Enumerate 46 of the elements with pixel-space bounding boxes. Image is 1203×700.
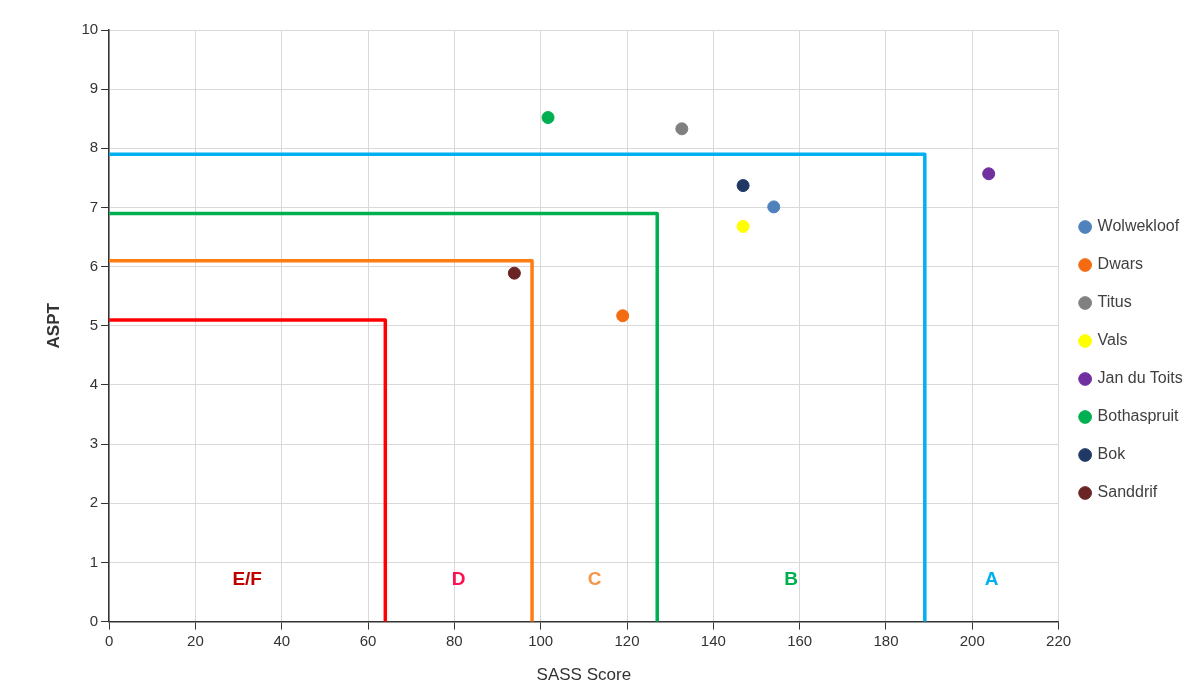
point: [507, 266, 521, 280]
x-axis-title: SASS Score: [536, 665, 632, 685]
y-tick-label: 5: [89, 315, 99, 333]
y-tick-label: 7: [89, 197, 99, 215]
y-axis-title: ASPT: [43, 302, 63, 349]
point: [982, 167, 996, 181]
y-tick-label: 10: [81, 20, 99, 38]
point: [736, 179, 750, 193]
legend-label: Bok: [1097, 445, 1127, 463]
x-tick-label: 20: [187, 631, 204, 649]
x-tick-label: 60: [359, 631, 377, 649]
y-tick-label: 4: [89, 375, 99, 393]
point: [675, 122, 689, 136]
y-tick-label: 9: [89, 79, 99, 97]
point: [736, 219, 750, 233]
x-tick-label: 40: [273, 631, 291, 649]
y-tick-label: 3: [89, 434, 99, 452]
annotation: D: [451, 568, 466, 590]
x-tick-label: 0: [104, 631, 114, 649]
x-tick-label: 140: [700, 631, 726, 649]
point: [616, 309, 630, 323]
legend-label: Dwars: [1097, 255, 1143, 273]
legend-label: Wolwekloof: [1097, 217, 1180, 235]
point: [541, 111, 555, 125]
legend-label: Titus: [1097, 293, 1132, 311]
y-tick-label: 6: [89, 256, 99, 274]
x-tick-label: 80: [446, 631, 463, 649]
annotation: E/F: [232, 568, 262, 590]
legend-label: Vals: [1097, 331, 1128, 349]
x-tick-label: 120: [614, 631, 640, 649]
x-tick-label: 220: [1046, 631, 1072, 649]
legend-label: Sanddrif: [1097, 483, 1158, 501]
y-tick-label: 0: [89, 611, 99, 629]
x-tick-label: 180: [873, 631, 899, 649]
x-tick-label: 200: [959, 631, 985, 649]
annotation: B: [784, 568, 798, 590]
point: [767, 200, 781, 214]
x-tick-label: 160: [787, 631, 813, 649]
legend-label: Jan du Toits: [1097, 369, 1183, 387]
y-tick-label: 1: [89, 552, 99, 570]
y-tick-label: 2: [89, 493, 99, 511]
legend-label: Bothaspruit: [1097, 407, 1180, 425]
annotation: A: [984, 568, 999, 590]
annotation: C: [587, 568, 602, 590]
x-tick-label: 100: [528, 631, 554, 649]
y-tick-label: 8: [89, 138, 99, 156]
